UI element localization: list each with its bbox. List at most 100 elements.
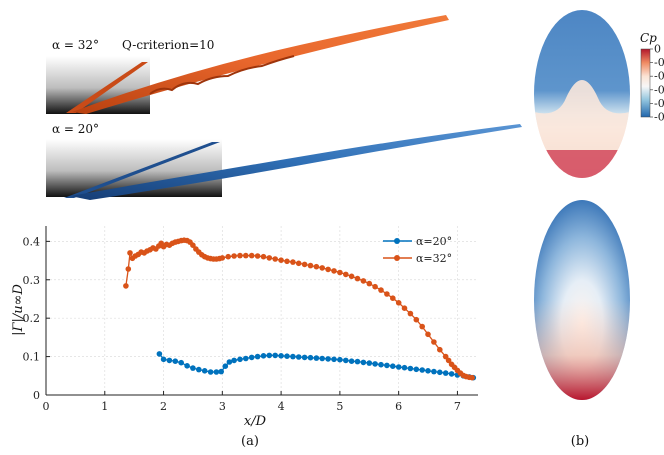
data-point	[390, 295, 396, 302]
circulation-plot: 0 1 2 3 4 5 6 7 0 0.1 0.2 0.3 0.4 x/D |Γ|/u∞D α=20°…	[11, 226, 478, 429]
data-point	[395, 300, 402, 306]
data-point	[284, 353, 290, 360]
data-point	[384, 291, 390, 297]
colorbar-tick-label: -0.1	[654, 56, 664, 69]
data-point	[469, 374, 475, 381]
data-point	[201, 368, 208, 374]
legend: α=20° α=32°	[383, 235, 452, 265]
cp-ellipse-top	[534, 10, 630, 178]
legend-label-alpha32: α=32°	[416, 252, 452, 265]
series-alpha20	[156, 351, 477, 381]
data-point	[290, 259, 296, 265]
data-point	[190, 365, 196, 371]
series-alpha32	[123, 237, 475, 381]
data-point	[254, 253, 261, 259]
data-point	[337, 269, 343, 276]
colorbar-tick-label: 0	[654, 43, 661, 56]
y-tick-label: 0.3	[23, 274, 41, 287]
colorbar-tick-label: -0.5	[654, 111, 664, 124]
data-point	[248, 252, 255, 259]
data-point	[325, 356, 331, 362]
data-point	[307, 262, 314, 269]
data-point	[172, 358, 179, 365]
data-point	[366, 360, 373, 366]
colorbar-tick-label: -0.3	[654, 83, 664, 96]
grid	[45, 226, 478, 396]
data-point	[254, 353, 261, 360]
data-point	[284, 258, 290, 265]
data-point	[378, 287, 384, 293]
data-point	[372, 361, 378, 367]
series	[123, 237, 477, 381]
data-point	[272, 352, 279, 359]
label-alpha20: α = 20°	[52, 122, 99, 136]
data-point	[219, 255, 226, 261]
data-point	[272, 256, 279, 262]
data-point	[425, 331, 431, 338]
data-point	[343, 357, 349, 364]
data-point	[437, 346, 443, 353]
vortex-ridges	[149, 55, 295, 95]
cp-stagnation-region	[534, 300, 630, 400]
data-point	[325, 266, 331, 273]
legend-label-alpha20: α=20°	[416, 235, 452, 248]
y-tick-label: 0	[33, 389, 40, 402]
data-point	[448, 371, 455, 377]
y-tick-label: 0.1	[23, 351, 41, 364]
data-point	[295, 354, 302, 360]
data-point	[260, 353, 267, 359]
data-point	[337, 356, 343, 363]
data-point	[366, 280, 373, 287]
data-point	[354, 275, 361, 282]
cp-stagnation-region	[534, 150, 630, 178]
data-point	[431, 368, 437, 375]
colorbar-ticks: 0-0.1-0.2-0.3-0.4-0.5	[650, 43, 664, 124]
data-point	[225, 253, 231, 260]
data-point	[360, 359, 367, 366]
data-point	[378, 361, 384, 368]
panel-a-label: (a)	[241, 434, 259, 449]
data-point	[313, 263, 320, 270]
data-point	[213, 369, 220, 375]
data-point	[390, 363, 396, 370]
data-point	[407, 310, 414, 317]
data-point	[123, 283, 129, 289]
colorbar-title: Cp	[640, 31, 657, 45]
data-point	[222, 363, 229, 370]
data-point	[401, 305, 408, 312]
vortex-core	[70, 124, 522, 200]
data-point	[166, 357, 173, 364]
data-point	[425, 368, 431, 374]
panel-b-label: (b)	[571, 434, 589, 449]
colorbar-tick-label: -0.2	[654, 70, 664, 83]
x-tick-label: 7	[454, 400, 461, 413]
data-point	[331, 268, 337, 274]
legend-marker-alpha20	[394, 238, 400, 244]
colorbar-tick-label: -0.4	[654, 97, 664, 110]
data-point	[401, 364, 408, 371]
vortex-visualization-alpha32: α = 32° Q-criterion=10	[46, 15, 449, 114]
data-point	[442, 353, 449, 360]
data-point	[178, 359, 184, 366]
data-point	[331, 356, 337, 363]
data-point	[407, 365, 414, 372]
y-tick-label: 0.2	[23, 312, 41, 325]
data-point	[160, 356, 167, 363]
vortex-sheet	[64, 142, 220, 198]
data-point	[307, 354, 314, 361]
y-ticks: 0 0.1 0.2 0.3 0.4	[23, 235, 50, 402]
data-point	[445, 357, 452, 364]
data-point	[237, 356, 243, 363]
data-point	[278, 257, 284, 264]
cp-colorbar: Cp 0-0.1-0.2-0.3-0.4-0.5	[640, 31, 664, 124]
data-point	[413, 316, 420, 323]
data-point	[319, 355, 326, 362]
data-point	[278, 353, 284, 359]
data-point	[156, 351, 163, 357]
data-point	[207, 369, 214, 375]
data-point	[237, 252, 243, 259]
data-point	[348, 273, 355, 280]
data-point	[372, 283, 378, 290]
data-point	[243, 355, 249, 362]
